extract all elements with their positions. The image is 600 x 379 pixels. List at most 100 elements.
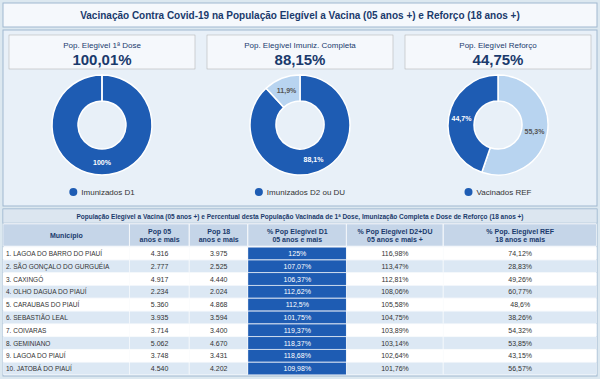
cell-value: 4.917 [151, 276, 169, 283]
cell-value: 2.234 [151, 288, 169, 295]
header-cell [189, 224, 247, 246]
row-label: 10. JATOBÁ DO PIAUÍ [6, 364, 72, 372]
row-label-cell [3, 260, 129, 272]
table-cell [189, 273, 247, 285]
table-cell [248, 363, 346, 375]
cell-value: 74,12% [508, 250, 532, 257]
table-cell [347, 247, 443, 259]
cell-value: 3.714 [151, 327, 169, 334]
table-cell [443, 273, 596, 285]
table-cell [130, 260, 189, 272]
pie-title: Pop. Elegível Imuniz. Completa [244, 41, 356, 50]
donut: 88,1% 11,9% [250, 75, 350, 175]
slice [52, 75, 152, 175]
cell-value: 48,6% [510, 301, 530, 308]
table-cell [443, 363, 596, 375]
table-cell [130, 247, 189, 259]
table-cell [347, 286, 443, 298]
table-cell [248, 299, 346, 311]
cell-value: 56,57% [508, 365, 532, 372]
cell-value: 125% [288, 250, 306, 257]
row-label: 4. OLHO DAGUA DO PIAUÍ [6, 287, 87, 295]
cell-value: 3.935 [151, 314, 169, 321]
cell-value: 119,37% [284, 327, 311, 334]
table-cell [189, 299, 247, 311]
table-cell [130, 273, 189, 285]
table-rows: 1. LAGOA DO BARRO DO PIAUÍ4.3163.975125%… [3, 247, 597, 374]
cell-value: 116,98% [381, 250, 408, 257]
row-label-cell [3, 350, 129, 362]
table-cell [189, 286, 247, 298]
row-label-cell [3, 286, 129, 298]
cell-value: 5.062 [151, 340, 169, 347]
table-cell [347, 311, 443, 323]
data-label: 88,1% [304, 156, 325, 164]
cell-value: 4.316 [151, 250, 169, 257]
cell-value: 103,14% [381, 340, 409, 347]
cell-value: 107,07% [283, 263, 311, 270]
table-cell [248, 350, 346, 362]
cell-value: 49,26% [508, 276, 532, 283]
legend-label: Vacinados REF [477, 188, 532, 197]
cell-value: 4.440 [210, 276, 228, 283]
table-frame [3, 209, 597, 376]
background [0, 0, 600, 379]
table-cell [189, 260, 247, 272]
table-cell [189, 311, 247, 323]
table-cell [248, 247, 346, 259]
table-cell [443, 337, 596, 349]
table-cell [130, 311, 189, 323]
table-cell [443, 350, 596, 362]
legend-swatch [465, 188, 473, 196]
data-label: 11,9% [277, 87, 297, 95]
cell-value: 38,26% [508, 314, 532, 321]
legend-swatch [255, 188, 263, 196]
cell-value: 2.024 [210, 288, 228, 295]
cell-value: 28,83% [508, 263, 532, 270]
column-header: % Pop. Elegível REF18 anos e mais [486, 228, 554, 243]
pie-panel: Pop. Elegível Imuniz. Completa88,15% 88,1… [207, 35, 393, 197]
table-cell [130, 363, 189, 375]
cell-value: 102,64% [381, 352, 409, 359]
pie-panel: Pop. Elegível Reforço44,75%55,3%44,7%Vac… [405, 35, 591, 197]
row-label: 3. CAXINGÓ [6, 275, 43, 283]
cell-value: 113,47% [381, 263, 408, 270]
table-cell [130, 324, 189, 336]
legend-item: Imunizados D1 [69, 188, 135, 197]
row-label-cell [3, 324, 129, 336]
row-label: 1. LAGOA DO BARRO DO PIAUÍ [6, 249, 102, 257]
pie-subtitle: 100,01% [72, 51, 131, 68]
donut: 55,3%44,7% [448, 75, 548, 175]
cell-value: 4.868 [210, 301, 228, 308]
legend: Imunizados D2 ou DU [255, 188, 345, 197]
cell-value: 3.594 [210, 314, 228, 321]
legend-swatch [69, 188, 77, 196]
table-cell [248, 324, 346, 336]
column-header: % Pop Elegível D2+DU05 anos e mais + [358, 228, 433, 243]
table-cell [130, 337, 189, 349]
cell-value: 118,37% [284, 340, 311, 347]
chart-root: Vacinação Contra Covid-19 na População E… [0, 0, 600, 379]
slice [448, 75, 498, 172]
cell-value: 105,58% [381, 301, 409, 308]
cell-value: 106,37% [283, 276, 311, 283]
cell-value: 101,76% [381, 365, 409, 372]
legend: Vacinados REF [465, 188, 532, 197]
table-cell [443, 247, 596, 259]
pie-panel: Pop. Elegível 1ª Dose100,01%100%Imunizad… [9, 35, 195, 197]
table-cell [443, 311, 596, 323]
cell-value: 54,32% [508, 327, 532, 334]
table-cell [248, 273, 346, 285]
table-cell [347, 337, 443, 349]
cell-value: 112,62% [284, 288, 311, 295]
data-label: 55,3% [525, 128, 546, 136]
pie-subtitle: 88,15% [275, 51, 326, 68]
row-label-cell [3, 247, 129, 259]
legend-label: Imunizados D1 [81, 188, 135, 197]
table-title: População Elegível a Vacina (05 anos +) … [76, 213, 523, 221]
header-cell [443, 224, 596, 246]
cell-value: 5.360 [151, 301, 169, 308]
cell-value: 101,75% [283, 314, 311, 321]
slice [250, 75, 350, 175]
cell-value: 112,81% [381, 276, 408, 283]
